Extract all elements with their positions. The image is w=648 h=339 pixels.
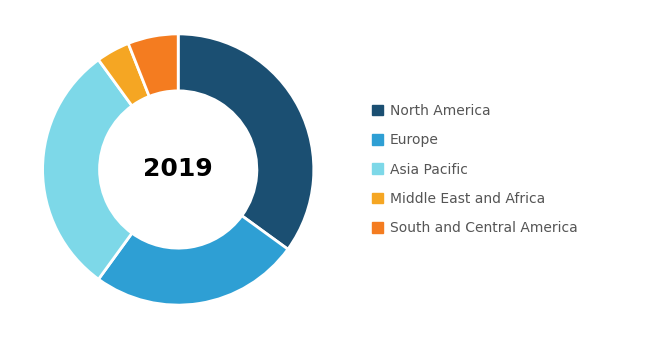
Wedge shape [98,216,288,305]
Legend: North America, Europe, Asia Pacific, Middle East and Africa, South and Central A: North America, Europe, Asia Pacific, Mid… [371,104,577,235]
Wedge shape [43,60,132,279]
Wedge shape [128,34,178,96]
Wedge shape [98,43,149,106]
Text: 2019: 2019 [143,158,213,181]
Wedge shape [178,34,314,249]
